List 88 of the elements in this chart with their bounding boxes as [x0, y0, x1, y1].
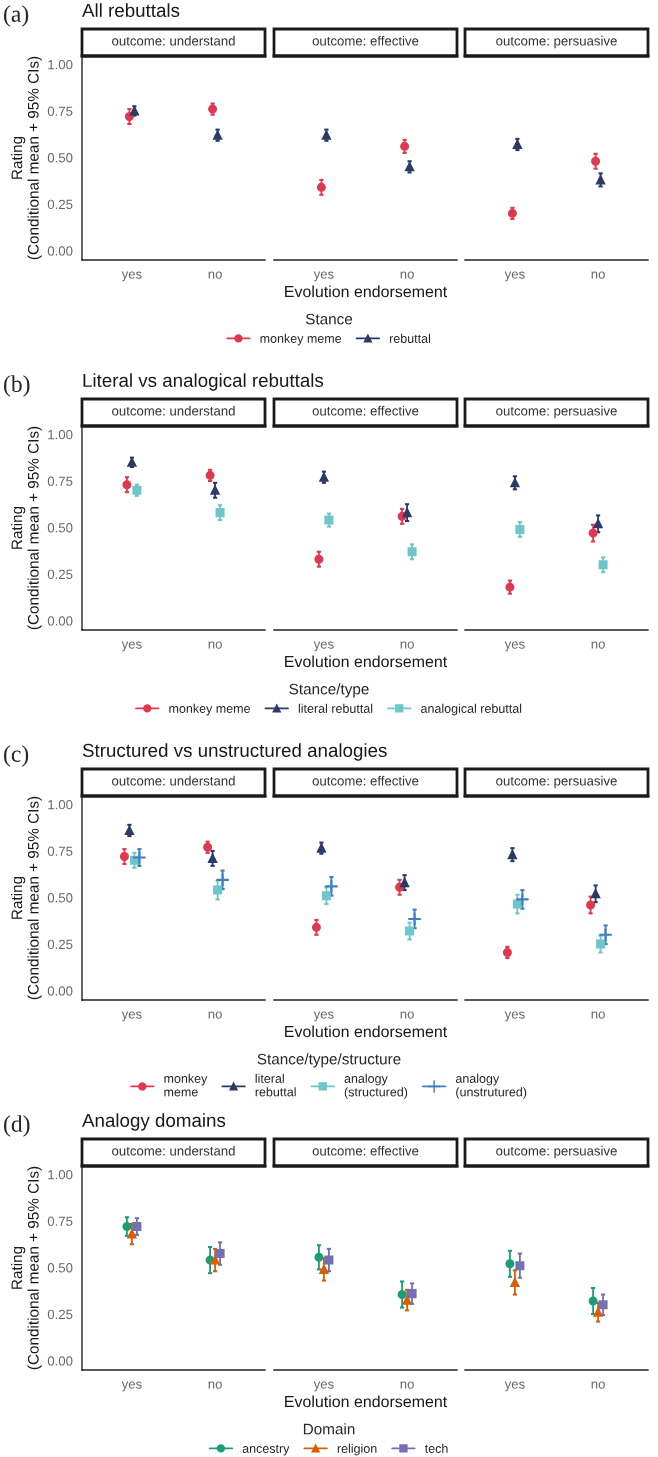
x-tick-label: no [591, 641, 605, 649]
x-tick-label: no [400, 271, 414, 279]
x-axis-title: Evolution endorsement [285, 1025, 448, 1038]
y-tick-label: 0.25 [47, 1309, 73, 1320]
text: (b) [4, 375, 30, 397]
text: (d) [4, 1115, 30, 1137]
y-tick-label: 1.00 [48, 59, 73, 70]
x-tick-label: no [208, 641, 222, 649]
legend-title: Domain [303, 1423, 355, 1435]
x-tick-label: no [208, 1011, 222, 1019]
y-tick-label: 0.25 [47, 939, 73, 950]
legend-label: literal rebuttal [298, 703, 373, 713]
chart-subtitle: outcome: understand [112, 35, 235, 46]
x-tick-label: no [400, 1381, 414, 1389]
x-tick-label: no [400, 641, 414, 649]
x-tick-label: no [400, 1011, 414, 1019]
y-tick-label: 0.00 [47, 1356, 73, 1366]
x-tick-label: no [591, 1381, 605, 1389]
x-axis-title: Evolution endorsement [285, 285, 448, 298]
y-axis-title: Rating (Conditional mean + 95% CIs) [11, 1166, 42, 1370]
legend-title: Stance [305, 313, 353, 325]
x-tick-label: yes [504, 641, 525, 652]
x-tick-label: no [591, 271, 605, 279]
y-tick-label: 0.00 [47, 986, 73, 996]
legend-label: analogical rebuttal [421, 703, 522, 716]
x-axis-title: Evolution endorsement [285, 1395, 448, 1408]
x-tick-label: yes [313, 641, 334, 652]
legend-title: Stance/type/structure [257, 1053, 401, 1068]
chart-subtitle: outcome: persuasive [496, 405, 617, 419]
text: (c) [4, 745, 29, 767]
x-tick-label: no [208, 271, 222, 279]
y-tick-label: 0.25 [47, 199, 73, 210]
y-tick-label: 1.00 [48, 429, 73, 440]
chart-subtitle: outcome: effective [312, 1145, 419, 1156]
chart-title: Analogy domains [82, 1113, 226, 1131]
legend-label: monkey meme [260, 333, 342, 346]
x-tick-label: yes [313, 1011, 334, 1022]
y-tick-label: 0.75 [47, 106, 73, 116]
x-axis-title: Evolution endorsement [285, 655, 448, 668]
y-tick-label: 0.75 [47, 846, 73, 856]
x-tick-label: yes [313, 1381, 334, 1392]
x-tick-label: no [208, 1381, 222, 1389]
x-tick-label: yes [121, 1381, 142, 1392]
chart-subtitle: outcome: persuasive [496, 775, 617, 789]
legend-label: tech [424, 1443, 448, 1453]
y-tick-label: 1.00 [48, 799, 73, 810]
text: (a) [4, 5, 29, 27]
y-tick-label: 0.75 [47, 476, 73, 486]
x-tick-label: no [591, 1011, 605, 1019]
legend-label: rebuttal [389, 333, 430, 343]
y-tick-label: 0.50 [47, 1263, 73, 1273]
legend-label: religion [337, 1443, 377, 1456]
legend-label: monkey meme [164, 1073, 208, 1097]
chart-subtitle: outcome: effective [312, 405, 419, 416]
legend-label: analogy (unstrutured) [455, 1073, 527, 1099]
x-tick-label: yes [504, 271, 525, 282]
x-tick-label: yes [313, 271, 334, 282]
y-tick-label: 0.50 [47, 523, 73, 533]
y-tick-label: 1.00 [48, 1169, 73, 1180]
y-tick-label: 0.75 [47, 1216, 73, 1226]
chart-subtitle: outcome: understand [112, 405, 235, 416]
y-tick-label: 0.50 [47, 893, 73, 903]
chart-title: Structured vs unstructured analogies [82, 743, 387, 761]
y-tick-label: 0.50 [47, 153, 73, 163]
y-tick-label: 0.25 [47, 569, 73, 580]
chart-subtitle: outcome: understand [112, 1145, 235, 1156]
chart-subtitle: outcome: effective [312, 775, 419, 786]
y-tick-label: 0.00 [47, 616, 73, 626]
y-axis-title: Rating (Conditional mean + 95% CIs) [11, 796, 42, 1000]
legend-label: literal rebuttal [255, 1073, 296, 1097]
x-tick-label: yes [504, 1381, 525, 1392]
x-tick-label: yes [504, 1011, 525, 1022]
chart-title: All rebuttals [82, 3, 180, 18]
y-axis-title: Rating (Conditional mean + 95% CIs) [11, 426, 42, 630]
y-tick-label: 0.00 [47, 246, 73, 256]
legend-title: Stance/type [289, 683, 369, 698]
legend-label: ancestry [242, 1444, 290, 1456]
chart-subtitle: outcome: understand [112, 775, 235, 786]
legend-label: analogy (structured) [344, 1073, 408, 1099]
legend-label: monkey meme [169, 703, 250, 716]
chart-title: Literal vs analogical rebuttals [83, 373, 324, 391]
y-axis-title: Rating (Conditional mean + 95% CIs) [11, 56, 42, 260]
chart-subtitle: outcome: persuasive [496, 35, 617, 49]
chart-subtitle: outcome: effective [312, 35, 419, 46]
x-tick-label: yes [121, 1011, 142, 1022]
x-tick-label: yes [121, 271, 142, 282]
chart-subtitle: outcome: persuasive [496, 1145, 617, 1159]
x-tick-label: yes [121, 641, 142, 652]
